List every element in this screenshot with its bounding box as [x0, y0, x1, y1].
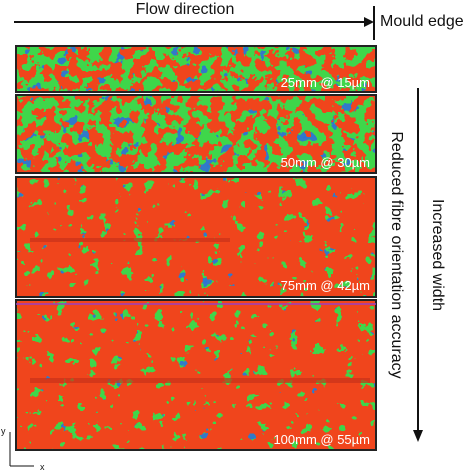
panel-label: 50mm @ 30µm: [281, 155, 370, 170]
axis-x-label: x: [40, 462, 45, 472]
panel-label: 100mm @ 55µm: [273, 432, 370, 447]
arrow-head: [364, 17, 374, 27]
panel: 100mm @ 55µm: [15, 299, 377, 451]
panel-label: 75mm @ 42µm: [281, 278, 370, 293]
edge-label: Mould edge: [380, 13, 464, 30]
flow-label: Flow direction: [136, 1, 235, 18]
width-label: Increased width: [429, 199, 446, 311]
arrow-head: [413, 430, 423, 442]
panel: 50mm @ 30µm: [15, 94, 377, 174]
panel: 25mm @ 15µm: [15, 45, 377, 93]
panel-label: 25mm @ 15µm: [281, 75, 370, 90]
accuracy-label: Reduced fibre orientation accuracy: [388, 131, 405, 378]
panel: 75mm @ 42µm: [15, 176, 377, 298]
axis-y-label: y: [1, 426, 6, 436]
